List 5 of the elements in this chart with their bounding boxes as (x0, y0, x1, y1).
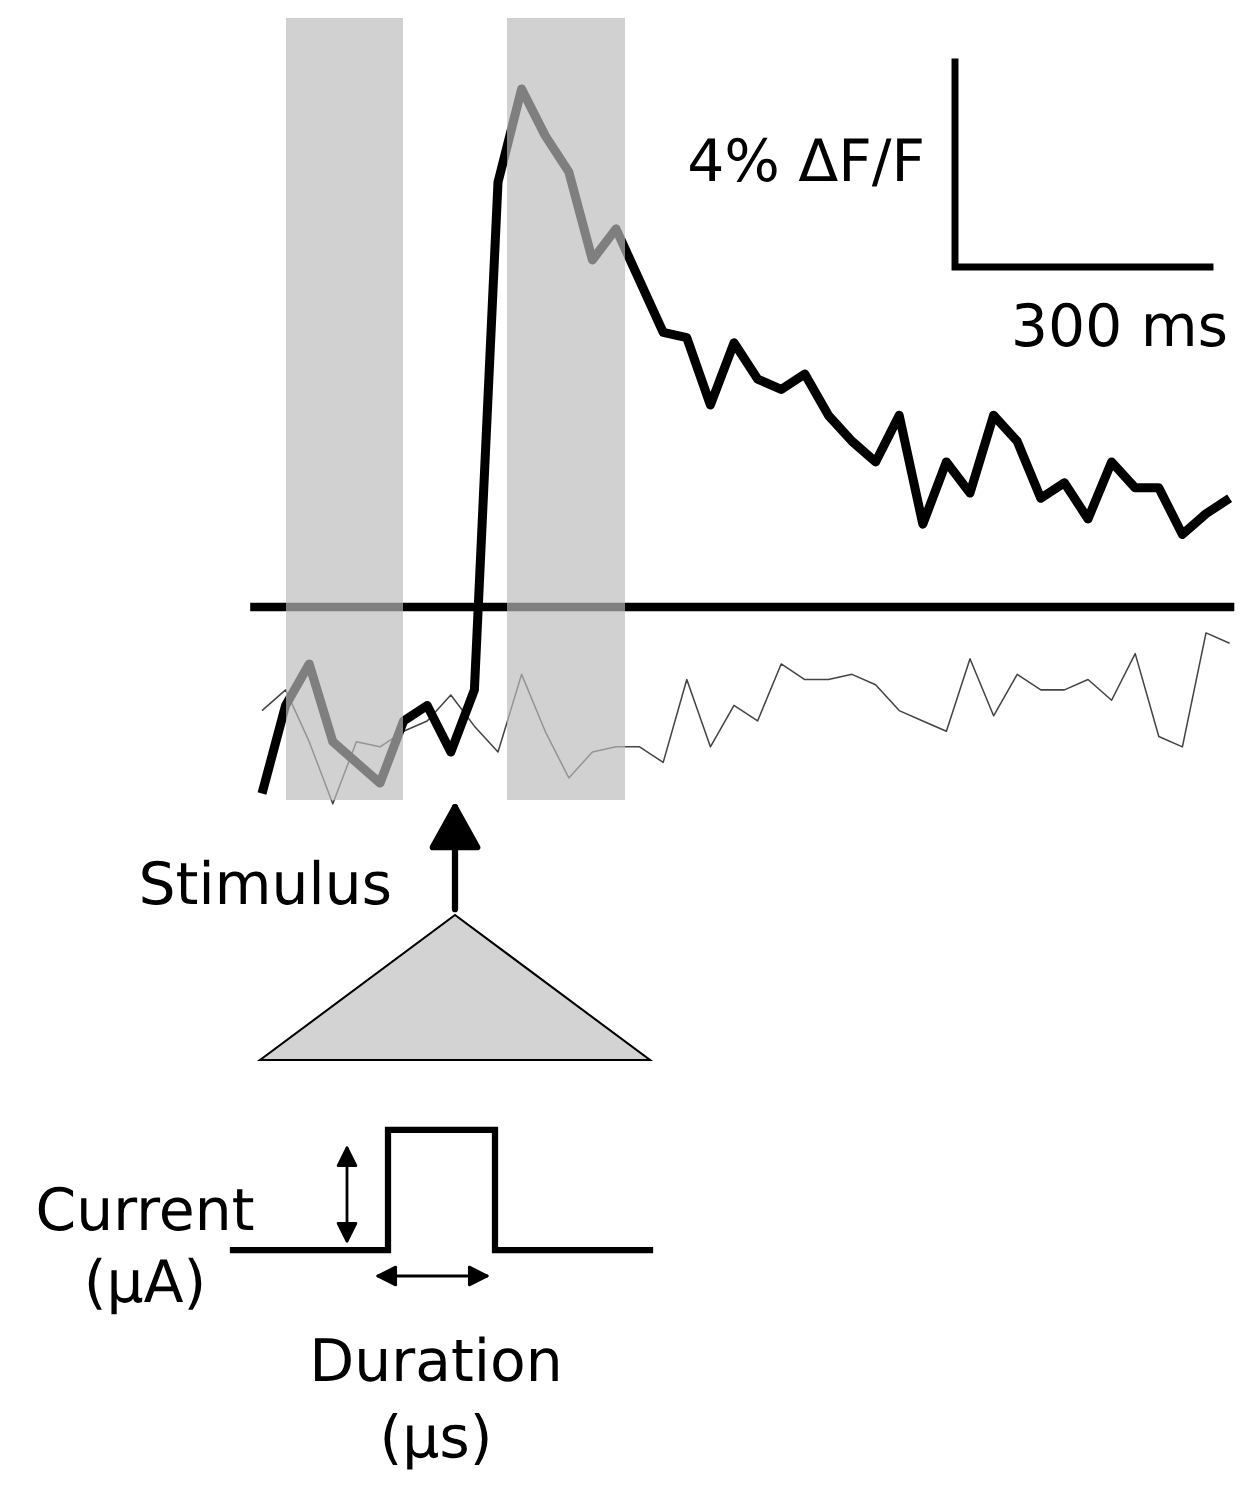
text: Stimulus (142, 859, 390, 905)
annotation: 4% ΔF/F (690, 137, 922, 187)
text: Current (μA) (38, 1186, 254, 1315)
text: Duration (μs) (315, 1336, 558, 1470)
annotation: 300 ms (1015, 302, 1226, 347)
